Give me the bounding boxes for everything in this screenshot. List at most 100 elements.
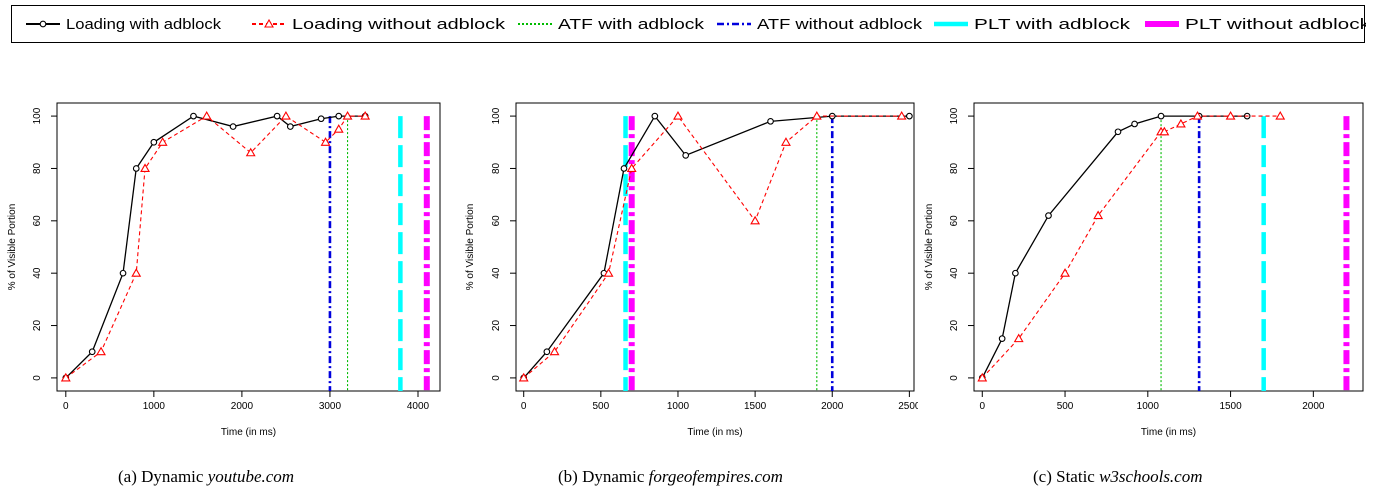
series-1-point-5 <box>201 110 212 120</box>
series-1-point-8 <box>320 137 331 146</box>
y-tick-label-5: 100 <box>491 107 502 124</box>
y-axis-label: % of Visible Portion <box>7 204 18 291</box>
plot-frame <box>973 102 1364 392</box>
series-1-point-3 <box>626 163 637 173</box>
series-0-point-3 <box>132 165 140 172</box>
series-1-point-1 <box>549 346 560 356</box>
series-0-point-7 <box>273 112 281 120</box>
x-axis-label: Time (in ms) <box>1141 427 1196 438</box>
legend-label-4: PLT with adblock <box>974 16 1131 33</box>
series-0-point-4 <box>1114 128 1122 136</box>
y-axis-label: % of Visible Portion <box>465 204 476 291</box>
plot-frame <box>56 102 441 392</box>
chart-panel-b: 0 500 1000 1500 2000 2500 0 20 40 60 80 100 Time (in… <box>458 90 921 470</box>
series-1-point-2 <box>131 268 142 277</box>
series-1-point-8 <box>896 110 907 120</box>
series-1-point-2 <box>1060 268 1070 277</box>
series-0-point-8 <box>286 123 294 130</box>
legend-item-5: PLT without adblock <box>1145 16 1366 33</box>
legend-marker-0 <box>39 20 47 28</box>
series-line-0 <box>523 114 910 379</box>
series-1-point-9 <box>333 124 344 133</box>
legend-label-5: PLT without adblock <box>1185 16 1366 33</box>
x-tick-label-3: 1500 <box>744 401 767 412</box>
x-tick-label-1: 500 <box>593 401 610 412</box>
legend-label-3: ATF without adblock <box>757 16 923 33</box>
y-axis-label: % of Visible Portion <box>924 204 935 291</box>
caption-a-site: youtube.com <box>207 467 295 486</box>
series-1-point-0 <box>518 372 529 382</box>
series-1-point-7 <box>811 110 822 120</box>
series-1-point-1 <box>1013 333 1024 343</box>
caption-b-site: forgeofempires.com <box>648 467 783 486</box>
series-1-point-0 <box>60 372 71 382</box>
series-1-point-10 <box>342 110 353 120</box>
series-1-point-11 <box>360 110 371 120</box>
legend-label-1: Loading without adblock <box>292 16 506 33</box>
x-tick-label-0: 0 <box>63 401 69 412</box>
series-1-point-5 <box>1159 126 1170 136</box>
caption-b: (b) Dynamic forgeofempires.com <box>558 467 783 487</box>
series-1-point-4 <box>157 137 168 146</box>
legend-item-0: Loading with adblock <box>26 16 222 33</box>
legend-graphic: Loading with adblock Loading without adbl… <box>26 16 1366 33</box>
chart-c: 0 500 1000 1500 2000 0 20 40 60 80 100 Time (in ms)… <box>924 102 1364 438</box>
legend-box: Loading with adblock Loading without adbl… <box>11 5 1366 43</box>
series-line-1 <box>65 115 366 379</box>
caption-c-site: w3schools.com <box>1099 467 1203 486</box>
series-1-point-9 <box>1275 110 1286 120</box>
series-1-point-2 <box>603 268 614 277</box>
series-0-point-9 <box>317 115 325 123</box>
y-tick-label-3: 60 <box>949 215 960 227</box>
series-1-point-0 <box>977 372 988 382</box>
x-tick-label-4: 2000 <box>1302 401 1325 412</box>
y-tick-label-2: 40 <box>491 267 502 279</box>
series-1-point-4 <box>673 110 683 120</box>
y-tick-label-4: 80 <box>32 162 43 174</box>
caption-a: (a) Dynamic youtube.com <box>118 467 294 487</box>
x-tick-label-3: 1500 <box>1219 401 1242 412</box>
legend-item-4: PLT with adblock <box>934 16 1131 33</box>
plot-frame <box>515 102 915 392</box>
series-0-point-5 <box>190 112 197 120</box>
x-axis-label: Time (in ms) <box>687 427 742 438</box>
y-tick-label-1: 20 <box>949 320 960 332</box>
series-0-point-5 <box>1131 120 1138 128</box>
y-tick-label-3: 60 <box>491 215 502 227</box>
x-tick-label-2: 2000 <box>231 401 254 412</box>
y-tick-label-4: 80 <box>949 162 960 174</box>
y-tick-label-0: 0 <box>949 375 960 381</box>
series-0-point-3 <box>620 165 628 172</box>
series-1-point-6 <box>245 147 256 157</box>
x-tick-label-4: 2000 <box>821 401 844 412</box>
y-tick-label-3: 60 <box>32 215 43 227</box>
x-tick-label-1: 500 <box>1057 401 1074 412</box>
series-1-point-8 <box>1225 110 1236 120</box>
series-line-0 <box>65 115 366 379</box>
legend-item-2: ATF with adblock <box>518 16 705 33</box>
chart-b: 0 500 1000 1500 2000 2500 0 20 40 60 80 100 Time (in… <box>465 102 921 438</box>
caption-c-prefix: (c) Static <box>1033 467 1095 486</box>
series-1-point-3 <box>1093 210 1104 220</box>
series-1-point-7 <box>280 110 291 120</box>
chart-a: 0 1000 2000 3000 4000 0 20 40 60 80 100 Time (in ms… <box>7 102 441 438</box>
series-0-point-4 <box>150 138 158 146</box>
series-1-point-3 <box>140 163 150 173</box>
x-tick-label-2: 1000 <box>667 401 690 412</box>
y-tick-label-2: 40 <box>949 267 960 279</box>
series-0-point-10 <box>335 112 343 120</box>
y-tick-label-4: 80 <box>491 162 502 174</box>
series-0-point-3 <box>1045 212 1052 219</box>
x-tick-label-3: 3000 <box>319 401 342 412</box>
series-0-point-8 <box>906 112 913 120</box>
series-1-point-6 <box>781 137 791 146</box>
y-tick-label-5: 100 <box>32 107 43 124</box>
series-0-point-6 <box>1157 112 1165 120</box>
x-tick-label-4: 4000 <box>407 401 430 412</box>
series-line-0 <box>981 115 1248 379</box>
x-tick-label-0: 0 <box>521 401 527 412</box>
legend-label-0: Loading with adblock <box>66 16 222 33</box>
y-tick-label-1: 20 <box>491 320 502 332</box>
series-0-point-2 <box>119 269 127 277</box>
y-tick-label-5: 100 <box>949 107 960 124</box>
